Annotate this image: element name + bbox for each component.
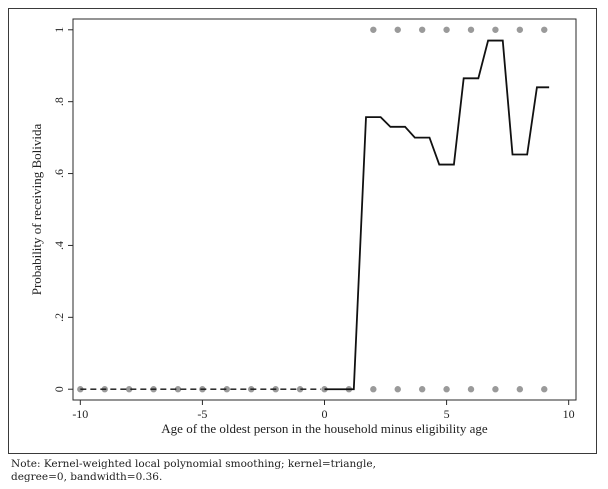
y-tick-label: 1 <box>52 27 66 33</box>
plot-frame <box>72 18 577 401</box>
y-tick-label: .8 <box>52 97 66 106</box>
data-point <box>443 26 450 33</box>
y-tick-label: 0 <box>52 386 66 392</box>
data-point <box>492 386 499 393</box>
data-point <box>443 386 450 393</box>
x-tick-label: -10 <box>72 407 88 421</box>
axis-labels: -10 -5 0 5 10 0 .2 .4 .6 .8 1 Age of the oldest per… <box>29 27 575 436</box>
y-axis-title: Probability of receiving Bolivida <box>29 124 44 296</box>
x-axis-title: Age of the oldest person in the househol… <box>161 421 488 436</box>
x-tick-label: -5 <box>197 407 207 421</box>
x-tick-label: 10 <box>563 407 575 421</box>
data-point <box>516 26 524 33</box>
y-tick-label: .2 <box>52 313 66 322</box>
data-point <box>467 26 475 33</box>
note-line-2: degree=0, bandwidth=0.36. <box>11 470 163 483</box>
data-point <box>223 386 231 393</box>
data-point <box>370 26 377 33</box>
note-line-1: Note: Kernel-weighted local polynomial s… <box>11 458 376 470</box>
data-point <box>541 386 548 393</box>
data-point <box>77 386 84 393</box>
x-tick-label: 5 <box>444 407 450 421</box>
axes <box>68 18 577 405</box>
data-point <box>541 26 548 33</box>
smoothed-line-above-eligibility <box>324 39 550 391</box>
x-tick-label: 0 <box>322 407 328 421</box>
y-tick-label: .4 <box>52 241 66 250</box>
data-point <box>174 386 182 393</box>
data-point <box>296 386 304 393</box>
data-point <box>418 386 426 393</box>
data-point <box>370 386 377 393</box>
data-point <box>125 386 133 393</box>
scatter-points <box>77 26 548 393</box>
figure-frame: -10 -5 0 5 10 0 .2 .4 .6 .8 1 Age of the oldest per… <box>8 8 597 454</box>
data-point <box>492 26 499 33</box>
data-point <box>394 26 401 33</box>
chart: -10 -5 0 5 10 0 .2 .4 .6 .8 1 Age of the oldest per… <box>29 18 577 436</box>
y-tick-label: .6 <box>52 169 66 178</box>
data-point <box>418 26 426 33</box>
fitted-lines <box>80 39 550 391</box>
data-point <box>394 386 401 393</box>
data-point <box>467 386 475 393</box>
figure-note: Note: Kernel-weighted local polynomial s… <box>11 458 601 483</box>
data-point <box>516 386 524 393</box>
